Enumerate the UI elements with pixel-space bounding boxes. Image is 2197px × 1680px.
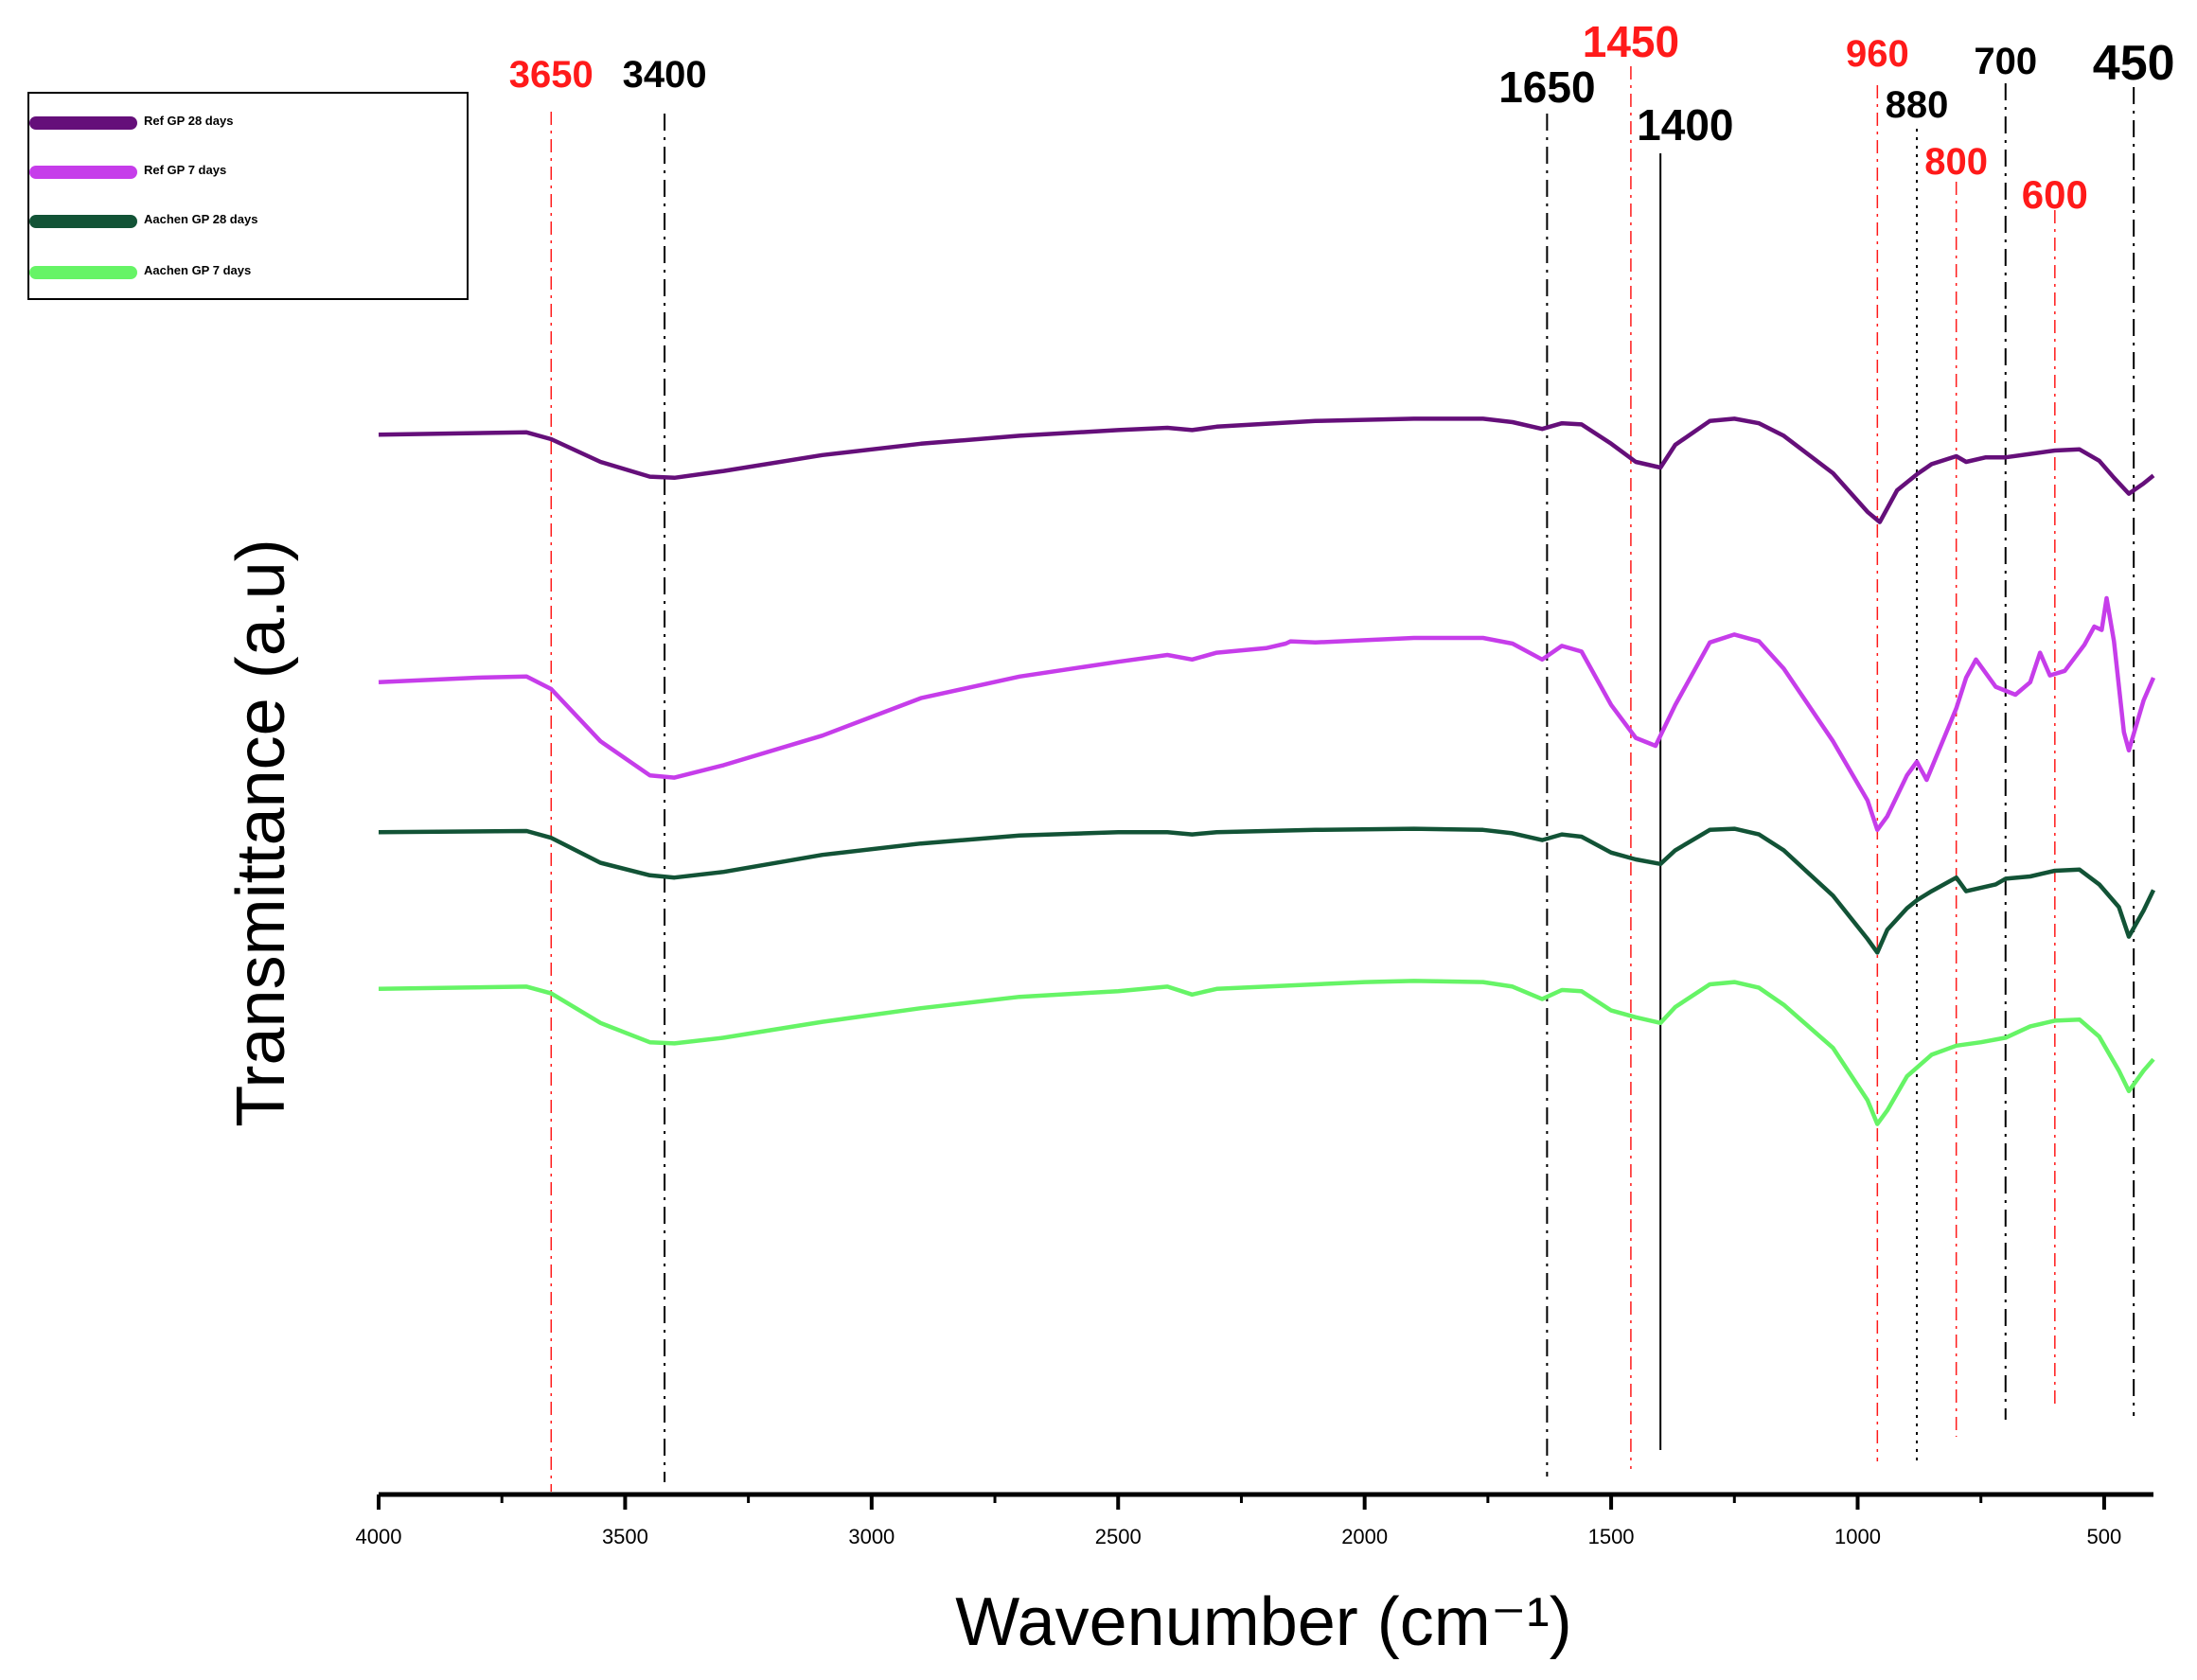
series-line-3 [378, 826, 2156, 955]
legend-label-2: Ref GP 7 days [144, 163, 226, 177]
peak-label-1650: 1650 [1498, 62, 1595, 112]
peak-label-700: 700 [1974, 41, 2037, 82]
x-tick-label-2000: 2000 [1341, 1525, 1388, 1548]
x-axis-label: Wavenumber (cm⁻¹) [955, 1584, 1571, 1660]
x-tick-label-1000: 1000 [1834, 1525, 1881, 1548]
series-line-2 [378, 595, 2156, 833]
peak-label-1450: 1450 [1583, 17, 1679, 66]
peak-label-880: 880 [1886, 84, 1949, 126]
series-line-1 [378, 416, 2155, 524]
peak-label-3400: 3400 [623, 54, 707, 96]
x-tick-label-2500: 2500 [1095, 1525, 1142, 1548]
legend-label-4: Aachen GP 7 days [144, 263, 251, 277]
x-tick-label-3500: 3500 [602, 1525, 648, 1548]
legend-label-3: Aachen GP 28 days [144, 212, 257, 226]
peak-label-800: 800 [1924, 141, 1988, 183]
peak-label-1400: 1400 [1637, 100, 1733, 150]
x-tick-label-3000: 3000 [848, 1525, 895, 1548]
peak-label-960: 960 [1846, 33, 1909, 75]
spectra-group [378, 416, 2156, 1126]
x-axis: 4000 3500 3000 2500 2000 1500 1000 500 [356, 1492, 2153, 1548]
x-tick-label-4000: 4000 [356, 1525, 402, 1548]
x-tick-label-500: 500 [2087, 1525, 2122, 1548]
y-axis-label: Transmittance (a.u) [223, 539, 299, 1127]
legend: Ref GP 28 days Ref GP 7 days Aachen GP 28 … [27, 92, 469, 300]
peak-label-600: 600 [2022, 172, 2088, 217]
peak-label-3650: 3650 [509, 54, 594, 96]
x-tick-label-1500: 1500 [1588, 1525, 1635, 1548]
peak-label-450: 450 [2093, 36, 2175, 91]
series-line-4 [378, 979, 2155, 1126]
legend-label-1: Ref GP 28 days [144, 114, 233, 128]
x-axis-ticks: 4000 3500 3000 2500 2000 1500 1000 500 [356, 1494, 2122, 1548]
